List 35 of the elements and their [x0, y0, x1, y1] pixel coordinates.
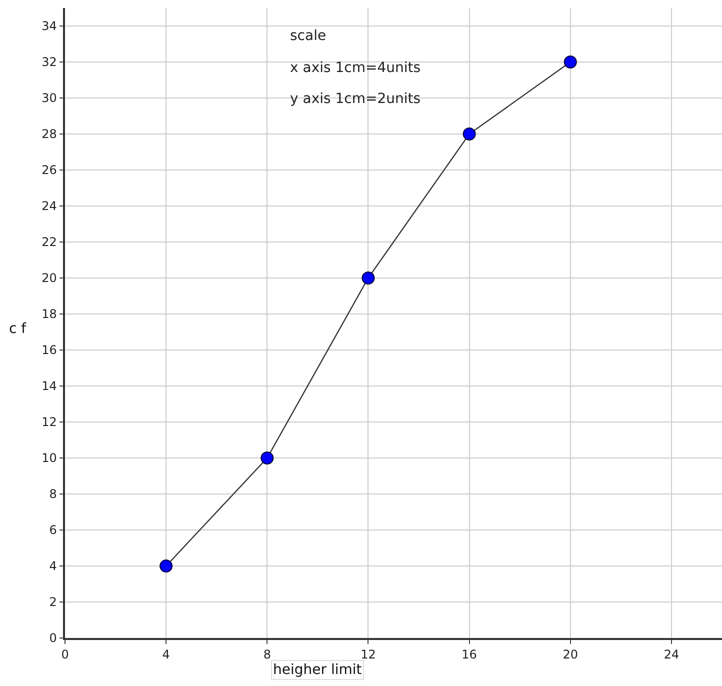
x-tick-label: 0 — [61, 647, 69, 662]
point — [362, 272, 375, 284]
point — [260, 452, 274, 464]
y-tick-label: 24 — [42, 199, 57, 214]
annotation: x axis 1cm=4units — [290, 60, 421, 76]
y-tick-label: 8 — [49, 487, 57, 502]
y-tick-label: 22 — [42, 235, 57, 250]
y-tick-label: 12 — [42, 415, 57, 430]
y-tick-label: 34 — [42, 19, 57, 34]
x-tick-label: 20 — [562, 647, 578, 662]
x-tick-label: 16 — [462, 647, 477, 662]
y-axis-title: c f — [9, 321, 28, 337]
point — [564, 56, 577, 68]
x-tick-label: 24 — [664, 647, 680, 662]
y-tick-label: 18 — [42, 307, 57, 322]
point — [160, 560, 173, 572]
y-tick-label: 16 — [42, 343, 57, 358]
x-axis-title: heigher limit — [273, 662, 362, 678]
annotation: scale — [290, 28, 326, 44]
point — [462, 128, 476, 140]
x-tick-label: 12 — [360, 647, 376, 662]
y-tick-label: 10 — [42, 451, 57, 466]
y-tick-label: 32 — [42, 55, 57, 70]
y-tick-label: 6 — [49, 523, 57, 538]
y-tick-label: 0 — [49, 631, 57, 646]
annotation: y axis 1cm=2units — [290, 91, 421, 107]
y-tick-label: 2 — [49, 595, 57, 610]
y-tick-label: 14 — [42, 379, 57, 394]
x-tick-label: 8 — [263, 647, 271, 662]
y-tick-label: 26 — [42, 163, 57, 178]
y-tick-label: 28 — [42, 127, 57, 142]
y-tick-label: 20 — [42, 271, 57, 286]
y-tick-label: 30 — [42, 91, 57, 106]
y-tick-label: 4 — [49, 559, 57, 574]
x-tick-label: 4 — [162, 647, 170, 662]
